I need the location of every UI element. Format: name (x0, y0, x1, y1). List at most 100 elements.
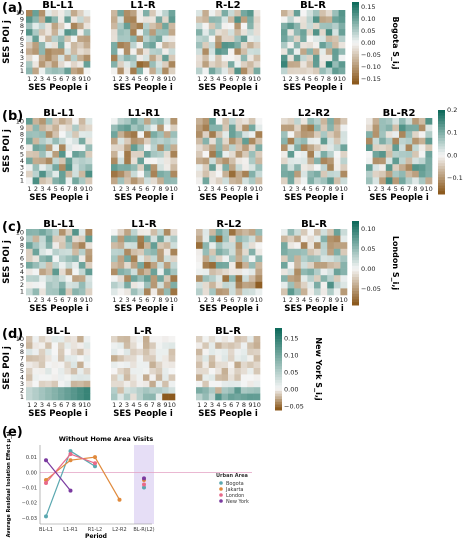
heatmap-cell (229, 262, 236, 269)
heatmap-cell (144, 235, 151, 243)
heatmap-cell (313, 67, 320, 75)
heatmap-cell (64, 61, 72, 68)
y-tick-label: 8 (20, 242, 24, 250)
heatmap-cell (372, 131, 380, 139)
y-tick-label: 5 (20, 41, 24, 49)
heatmap-cell (39, 268, 47, 276)
heatmap-cell (39, 131, 47, 139)
heatmap-cell (385, 164, 393, 172)
heatmap-cell (202, 144, 210, 152)
x-tick-label: 5 (224, 185, 228, 193)
heatmap-cell (338, 16, 346, 24)
colorbar-step (438, 132, 445, 136)
heatmap-cell (149, 29, 157, 36)
heatmap-cell (136, 61, 144, 68)
heatmap-cell (240, 16, 248, 24)
heatmap-cell (255, 248, 263, 256)
heatmap-cell (196, 255, 203, 263)
heatmap-cell (242, 177, 250, 185)
x-axis-label: SES People i (283, 83, 343, 93)
x-tick-label: 1 (27, 296, 31, 304)
colorbar-step (352, 53, 359, 58)
heatmap-cell (240, 35, 248, 43)
heatmap-cell (307, 177, 315, 185)
x-tick-label: 2 (289, 185, 293, 193)
heatmap-cell (320, 275, 328, 283)
x-tick-label: 6 (145, 185, 149, 193)
heatmap-cell (253, 387, 261, 394)
heatmap-cell (405, 137, 413, 145)
heatmap-cell (392, 157, 400, 165)
heatmap-cell (162, 61, 169, 68)
x-tick-label: 5 (309, 296, 313, 304)
heatmap-cell (253, 10, 261, 17)
heatmap-cell (202, 374, 210, 382)
heatmap-cell (253, 368, 261, 375)
heatmap-cell (38, 54, 46, 62)
x-tick-label: 2 (204, 401, 208, 409)
heatmap-cell (248, 281, 256, 289)
heatmap-cell (130, 361, 137, 369)
heatmap-cell (70, 42, 78, 49)
heatmap-cell (32, 42, 40, 49)
heatmap-cell (130, 35, 137, 43)
heatmap-cell (170, 170, 178, 178)
heatmap-cell (281, 16, 288, 24)
heatmap-cell (130, 137, 138, 145)
x-tick-label: 3 (210, 185, 214, 193)
heatmap-cell (130, 368, 137, 375)
x-tick-label: 7 (151, 75, 155, 83)
colorbar-step (352, 229, 359, 233)
heatmap-cell (325, 54, 333, 62)
x-tick-label: 4 (131, 75, 135, 83)
heatmap-cell (130, 248, 138, 256)
heatmap-cell (287, 124, 295, 132)
heatmap-cell (234, 380, 242, 388)
heatmap-cell (196, 262, 203, 269)
heatmap-cell (366, 157, 373, 165)
x-tick-label: 9 (80, 296, 84, 304)
heatmap-cell (59, 275, 66, 283)
heatmap-cell (300, 164, 308, 172)
heatmap-cell (281, 255, 288, 263)
heatmap-cell (168, 22, 176, 30)
x-tick-label: 10 (85, 185, 93, 193)
heatmap-cell (143, 54, 150, 62)
heatmap-cell (307, 262, 315, 269)
heatmap-cell (202, 342, 210, 350)
heatmap-cell (253, 361, 261, 369)
heatmap-cell (123, 35, 131, 43)
heatmap-cell (253, 380, 261, 388)
heatmap-cell (155, 16, 163, 24)
heatmap-cell (222, 235, 230, 243)
x-tick-label: 5 (224, 296, 228, 304)
colorbar-tick: −0.10 (361, 63, 381, 71)
heatmap-cell (300, 157, 308, 165)
colorbar-step (438, 166, 445, 170)
heatmap-cell (32, 242, 40, 250)
heatmap-cell (45, 131, 53, 139)
heatmap-cell (366, 151, 373, 158)
heatmap-cell (155, 387, 163, 394)
x-tick-label: 8 (243, 185, 247, 193)
heatmap-cell (130, 242, 138, 250)
heatmap-cell (313, 48, 320, 56)
heatmap-cell (111, 10, 118, 17)
x-tick-label: 6 (230, 185, 234, 193)
x-tick-label: 7 (322, 185, 326, 193)
heatmap-cell (340, 248, 348, 256)
colorbar-tick: −0.1 (447, 174, 463, 182)
heatmap-cell (333, 255, 341, 263)
heatmap-cell (143, 355, 150, 362)
x-tick-label: 3 (210, 296, 214, 304)
x-axis-label: SES People i (114, 304, 174, 314)
heatmap-cell (130, 131, 138, 139)
data-point (68, 449, 73, 454)
heatmap-cell (58, 368, 65, 375)
heatmap-cell (202, 262, 210, 269)
x-tick-label: 4 (46, 75, 50, 83)
heatmap-cell (287, 255, 295, 263)
